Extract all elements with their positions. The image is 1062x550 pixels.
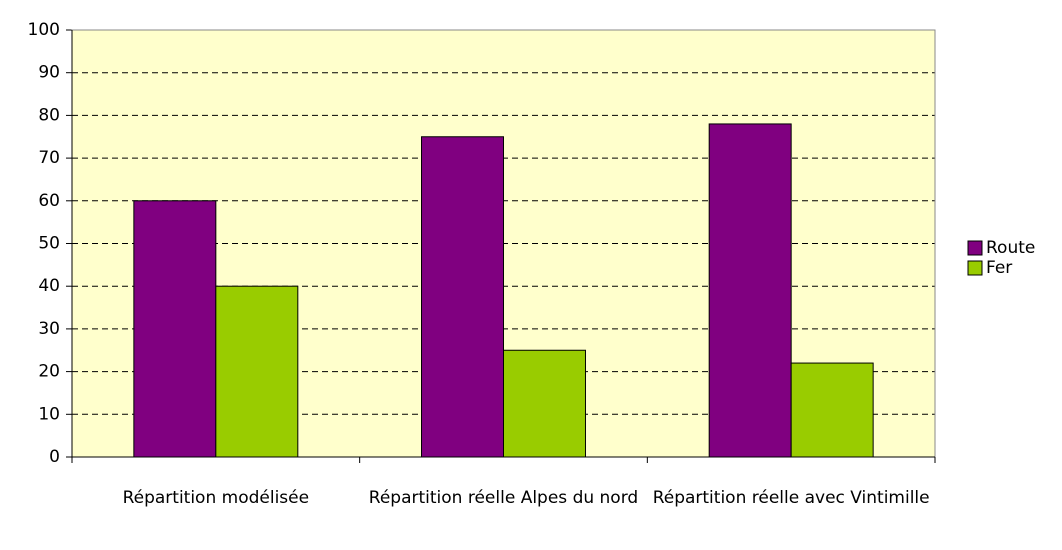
y-tick-label: 100	[28, 20, 60, 40]
y-tick-label: 10	[38, 404, 60, 424]
y-tick-label: 80	[38, 105, 60, 125]
y-tick-label: 90	[38, 63, 60, 83]
bar	[708, 123, 792, 458]
x-tick-label: Répartition réelle avec Vintimille	[653, 488, 930, 508]
bar	[133, 200, 217, 458]
y-tick-label: 0	[49, 447, 60, 467]
y-tick-label: 60	[38, 191, 60, 211]
y-tick-label: 30	[38, 319, 60, 339]
legend-label: Route	[986, 238, 1035, 258]
x-tick-label: Répartition modélisée	[123, 488, 310, 508]
bar	[790, 362, 874, 458]
legend-swatch	[967, 260, 983, 276]
x-tick-label: Répartition réelle Alpes du nord	[369, 488, 638, 508]
y-tick-label: 20	[38, 362, 60, 382]
y-tick-label: 40	[38, 276, 60, 296]
legend-swatch	[967, 240, 983, 256]
bar	[421, 136, 505, 458]
y-tick-label: 70	[38, 148, 60, 168]
legend-label: Fer	[986, 258, 1012, 278]
y-tick-label: 50	[38, 234, 60, 254]
bar	[503, 349, 586, 458]
bar	[215, 285, 299, 458]
